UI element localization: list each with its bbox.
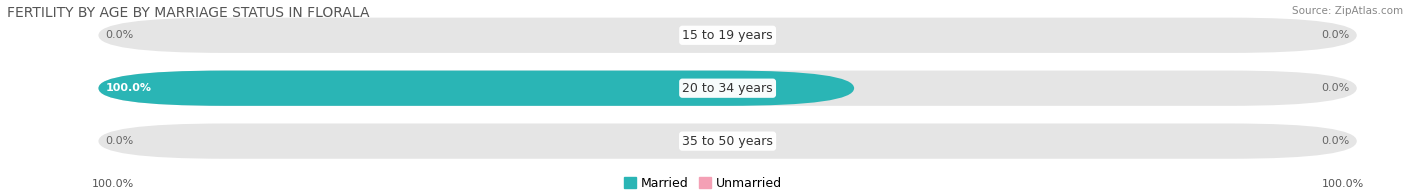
FancyBboxPatch shape [98, 18, 1357, 53]
Text: 100.0%: 100.0% [1322, 179, 1364, 189]
FancyBboxPatch shape [98, 71, 855, 106]
Text: 100.0%: 100.0% [105, 83, 152, 93]
Text: 0.0%: 0.0% [105, 30, 134, 40]
Text: 35 to 50 years: 35 to 50 years [682, 135, 773, 148]
Text: 0.0%: 0.0% [1322, 136, 1350, 146]
Text: Source: ZipAtlas.com: Source: ZipAtlas.com [1292, 6, 1403, 16]
Text: 0.0%: 0.0% [105, 136, 134, 146]
Text: FERTILITY BY AGE BY MARRIAGE STATUS IN FLORALA: FERTILITY BY AGE BY MARRIAGE STATUS IN F… [7, 6, 370, 20]
FancyBboxPatch shape [98, 123, 1357, 159]
Text: 0.0%: 0.0% [1322, 30, 1350, 40]
FancyBboxPatch shape [98, 71, 1357, 106]
Text: 0.0%: 0.0% [1322, 83, 1350, 93]
Text: 100.0%: 100.0% [91, 179, 134, 189]
Text: 20 to 34 years: 20 to 34 years [682, 82, 773, 95]
Legend: Married, Unmarried: Married, Unmarried [624, 177, 782, 190]
Text: 15 to 19 years: 15 to 19 years [682, 29, 773, 42]
